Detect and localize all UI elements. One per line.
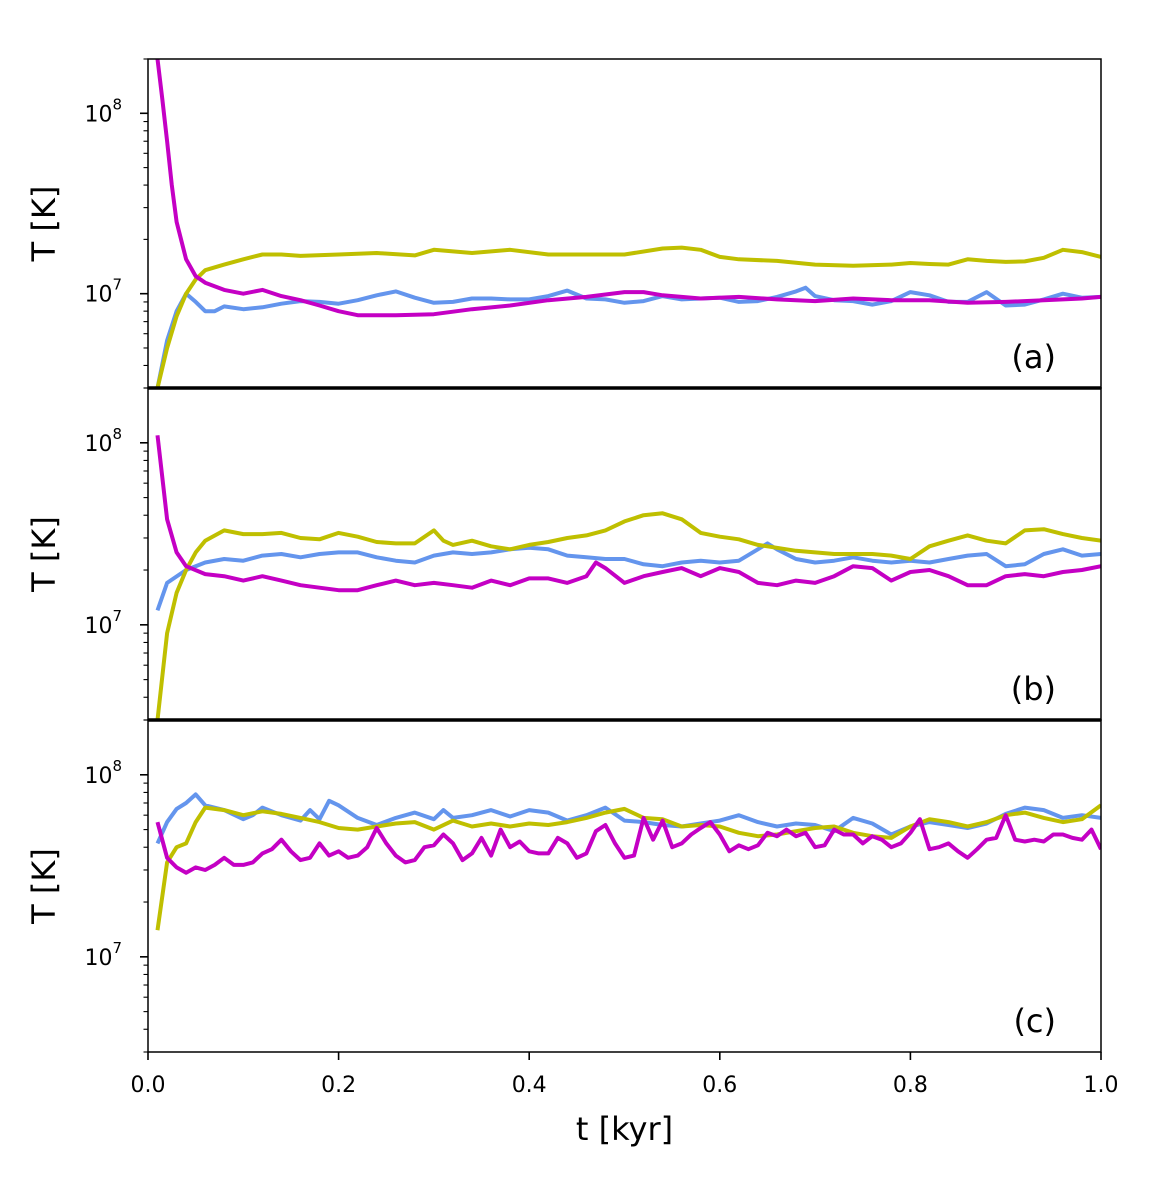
y-axis-label: T [K] (25, 848, 63, 925)
x-tick-label: 0.6 (702, 1073, 737, 1098)
x-axis: 0.0 0.2 0.4 0.6 0.8 1.0 (131, 1052, 1119, 1098)
series-line-yellow (155, 511, 1101, 720)
series-line-yellow (155, 803, 1101, 931)
y-tick-label: 107 (84, 276, 122, 308)
series-line-magenta (155, 435, 1101, 593)
panel-b: 107 108 T [K] (b) (25, 387, 1102, 721)
y-tick-label: 108 (84, 95, 122, 127)
series-line-yellow (155, 245, 1101, 388)
y-tick-label: 108 (84, 757, 122, 789)
panel-frame (147, 719, 1102, 1053)
panel-label: (c) (1013, 1002, 1056, 1040)
x-tick-label: 0.8 (893, 1073, 928, 1098)
x-tick-label: 0.4 (512, 1073, 547, 1098)
series-line-magenta (155, 59, 1101, 318)
panel-c: 107 108 T [K] (c) (25, 719, 1102, 1053)
panel-label: (b) (1011, 670, 1056, 708)
x-tick-label: 1.0 (1084, 1073, 1119, 1098)
y-tick-label: 108 (84, 425, 122, 457)
x-tick-label: 0.0 (131, 1073, 166, 1098)
y-axis-label: T [K] (25, 516, 63, 593)
y-tick-label: 107 (84, 607, 122, 639)
x-tick-label: 0.2 (321, 1073, 356, 1098)
series-line-blue (155, 541, 1101, 612)
y-axis-label: T [K] (25, 186, 63, 263)
panel-label: (a) (1011, 338, 1056, 376)
series-line-blue (155, 285, 1101, 388)
series-line-magenta (155, 813, 1101, 875)
panel-frame (147, 58, 1102, 389)
panels-layer: 107 108 T [K] (a) 107 108 T [K] (b) 107 108 T [K] (… (25, 58, 1102, 1053)
x-axis-label: t [kyr] (576, 1110, 673, 1148)
y-tick-label: 107 (84, 939, 122, 971)
panel-a: 107 108 T [K] (a) (25, 58, 1102, 389)
